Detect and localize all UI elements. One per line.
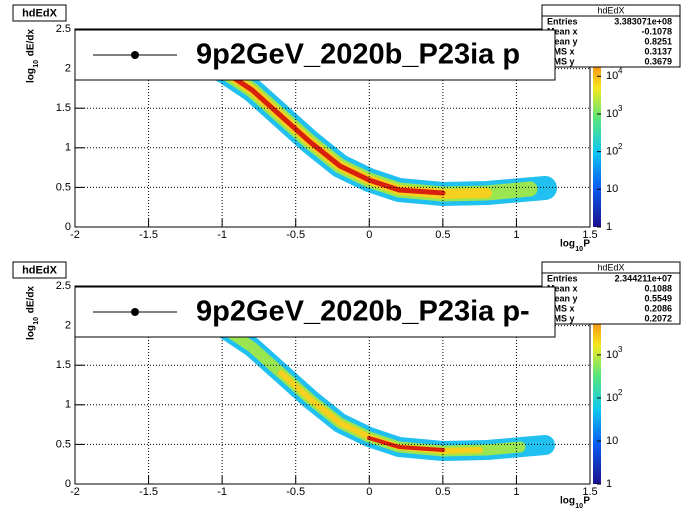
z-tick-exponent: 4 xyxy=(618,66,623,75)
stats-label: RMS y xyxy=(547,56,575,66)
stats-value: 0.2086 xyxy=(644,303,672,313)
y-tick-label: 0.5 xyxy=(56,181,71,193)
chart-title: hdEdX xyxy=(22,7,57,19)
stats-label: Mean y xyxy=(547,36,578,46)
legend-text: 9p2GeV_2020b_P23ia p xyxy=(196,39,520,71)
stats-label: Entries xyxy=(547,273,578,283)
z-tick-label: 1 xyxy=(606,221,612,233)
z-tick-exponent: 2 xyxy=(618,388,623,397)
x-tick-label: -0.5 xyxy=(286,229,305,241)
x-tick-label: -1 xyxy=(217,486,227,498)
x-tick-label: -1 xyxy=(217,229,227,241)
y-tick-label: 1.5 xyxy=(56,102,71,114)
legend-marker xyxy=(131,51,139,59)
y-tick-label: 0 xyxy=(65,478,71,490)
z-tick-exponent: 2 xyxy=(618,142,623,151)
color-bar xyxy=(593,286,601,484)
stats-title: hdEdX xyxy=(597,262,624,272)
y-axis-label-rest: dE/dx xyxy=(26,286,37,314)
x-axis-label: P xyxy=(583,496,590,507)
y-tick-label: 2.5 xyxy=(56,23,71,35)
x-tick-label: 0 xyxy=(366,486,372,498)
density-band xyxy=(210,58,557,206)
stats-value: 2.344211e+07 xyxy=(615,273,672,283)
stats-value: -0.1078 xyxy=(641,26,672,36)
stats-value: 0.1088 xyxy=(644,283,672,293)
x-tick-label: 0.5 xyxy=(435,229,450,241)
density-band xyxy=(212,317,555,461)
y-axis-label-rest: dE/dx xyxy=(26,29,37,57)
y-tick-label: 1.5 xyxy=(56,359,71,371)
x-tick-label: -1.5 xyxy=(139,229,158,241)
stats-label: Mean x xyxy=(547,26,578,36)
z-tick-label: 10 xyxy=(606,70,618,82)
color-bar xyxy=(593,29,601,227)
z-tick-label: 10 xyxy=(606,108,618,120)
x-tick-label: 0.5 xyxy=(435,486,450,498)
x-tick-label: 1.5 xyxy=(582,486,597,498)
z-tick-label: 10 xyxy=(606,183,618,195)
stats-value: 0.8251 xyxy=(644,36,672,46)
y-tick-label: 2 xyxy=(65,320,71,332)
x-tick-label: 1.5 xyxy=(582,229,597,241)
y-tick-label: 0.5 xyxy=(56,438,71,450)
plot-frame xyxy=(74,28,591,228)
x-axis-label-main: log xyxy=(560,496,575,507)
title-box xyxy=(12,4,67,22)
z-tick-label: 10 xyxy=(606,349,618,361)
z-tick-exponent: 3 xyxy=(618,345,623,354)
legend-text: 9p2GeV_2020b_P23ia p- xyxy=(196,296,530,328)
stats-label: Mean x xyxy=(547,283,578,293)
y-tick-label: 2.5 xyxy=(56,280,71,292)
stats-value: 3.383071e+08 xyxy=(614,16,672,26)
stats-title: hdEdX xyxy=(597,5,624,15)
bands xyxy=(210,58,557,461)
x-tick-label: -2 xyxy=(70,229,80,241)
z-tick-label: 10 xyxy=(606,146,618,158)
y-axis-label-sub: 10 xyxy=(33,60,40,68)
y-tick-label: 0 xyxy=(65,221,71,233)
legend-marker xyxy=(131,308,139,316)
x-axis-label-sub: 10 xyxy=(575,246,583,253)
stats-value: 0.5549 xyxy=(644,293,672,303)
x-tick-label: 1 xyxy=(513,486,519,498)
x-tick-label: -1.5 xyxy=(139,486,158,498)
x-axis-label-sub: 10 xyxy=(575,503,583,510)
x-tick-label: 0 xyxy=(366,229,372,241)
stats-label: RMS x xyxy=(547,303,575,313)
z-tick-label: 10 xyxy=(606,392,618,404)
stats-box xyxy=(541,261,681,325)
x-tick-label: -2 xyxy=(70,486,80,498)
chart-title: hdEdX xyxy=(22,264,57,276)
x-axis-label-main: log xyxy=(560,239,575,250)
stats-value: 0.2072 xyxy=(644,313,672,323)
stats-value: 0.3137 xyxy=(644,46,672,56)
stats-label: RMS x xyxy=(547,46,575,56)
stats-label: Entries xyxy=(547,16,578,26)
z-tick-exponent: 3 xyxy=(618,104,623,113)
stats-value: 0.3679 xyxy=(644,56,672,66)
y-tick-label: 1 xyxy=(65,142,71,154)
y-tick-label: 2 xyxy=(65,63,71,75)
y-tick-label: 1 xyxy=(65,399,71,411)
x-tick-label: -0.5 xyxy=(286,486,305,498)
z-tick-label: 10 xyxy=(606,435,618,447)
y-axis-label-sub: 10 xyxy=(33,317,40,325)
y-axis-label-main: log xyxy=(26,68,37,83)
y-axis-label-main: log xyxy=(26,325,37,340)
stats-box xyxy=(541,4,681,68)
x-tick-label: 1 xyxy=(513,229,519,241)
title-box xyxy=(12,261,67,279)
stats-label: Mean y xyxy=(547,293,578,303)
z-tick-label: 1 xyxy=(606,478,612,490)
plot-frame xyxy=(74,285,591,485)
x-axis-label: P xyxy=(583,239,590,250)
stats-label: RMS y xyxy=(547,313,575,323)
